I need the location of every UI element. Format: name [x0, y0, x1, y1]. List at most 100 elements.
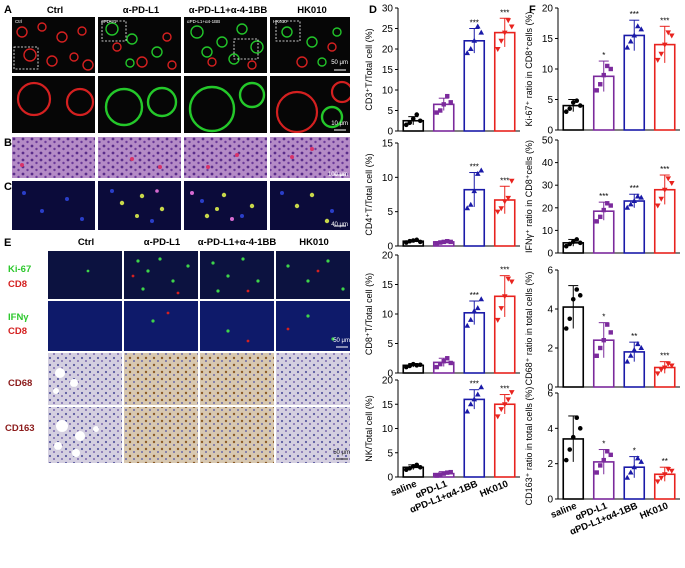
y-tick-label-5-3: 30 — [542, 181, 554, 192]
y-tick-label-4-4: 20 — [542, 4, 554, 15]
point-5-3-1 — [658, 196, 665, 202]
point-7-0-3 — [574, 415, 580, 421]
point-7-1-1 — [598, 463, 603, 468]
point-5-1-2 — [601, 207, 606, 213]
point-0-0-3 — [414, 112, 420, 117]
point-0-3-1 — [498, 38, 505, 44]
row-label-cd163: CD163 — [5, 423, 35, 434]
panel-letter-d: D — [369, 4, 377, 16]
point-6-0-0 — [563, 326, 569, 331]
point-6-3-1 — [658, 367, 665, 373]
y-tick-label-1-1: 5 — [387, 207, 393, 218]
y-tick-label-0-1: 5 — [387, 106, 393, 117]
point-0-2-0 — [464, 50, 471, 56]
inset-label-ctrl: Ctrl — [15, 19, 22, 24]
point-3-1-1 — [438, 472, 443, 477]
point-2-3-0 — [494, 317, 501, 323]
header-e-combo: α-PD-L1+α-4-1BB — [197, 237, 277, 248]
point-6-3-3 — [665, 361, 672, 367]
point-3-0-2 — [410, 464, 416, 469]
y-tick-label-6-1: 2 — [547, 344, 553, 355]
point-5-1-4 — [608, 203, 613, 208]
point-6-0-2 — [570, 296, 576, 302]
point-0-0-0 — [403, 122, 409, 128]
y-axis-label-7: CD163⁺ ratio in total cells (%) — [524, 387, 534, 506]
point-6-0-1 — [567, 316, 573, 322]
point-0-1-1 — [438, 108, 443, 113]
panel-letter-c: C — [4, 181, 12, 193]
y-tick-label-5-1: 10 — [542, 226, 554, 237]
point-5-3-0 — [654, 203, 661, 209]
row-label-cd68: CD68 — [8, 378, 33, 389]
sig-label-5-1: *** — [599, 192, 608, 201]
point-3-3-4 — [508, 390, 515, 396]
point-2-3-2 — [501, 294, 508, 300]
sig-label-0-3: *** — [500, 8, 509, 17]
y-tick-label-3-4: 20 — [382, 376, 394, 387]
point-0-1-2 — [441, 102, 446, 107]
sig-label-0-2: *** — [470, 19, 479, 28]
y-tick-label-3-0: 0 — [387, 473, 393, 484]
y-tick-label-0-6: 30 — [382, 4, 394, 15]
y-tick-label-6-3: 6 — [547, 266, 553, 277]
y-tick-label-1-2: 10 — [382, 173, 394, 184]
y-tick-label-7-0: 0 — [547, 495, 553, 506]
point-0-2-4 — [478, 29, 485, 35]
point-3-3-2 — [501, 402, 508, 408]
scale-bar-e-ifn: 50 μm — [333, 338, 350, 344]
point-6-2-4 — [638, 345, 645, 350]
point-1-0-4 — [417, 239, 423, 245]
header-combo: α-PD-L1+α-4-1BB — [188, 5, 268, 16]
sig-label-2-2: *** — [470, 291, 479, 300]
point-2-0-3 — [414, 363, 420, 368]
point-4-0-4 — [577, 103, 583, 108]
y-tick-label-2-2: 10 — [382, 310, 394, 321]
x-tick-label-7-3: HK010 — [638, 501, 670, 522]
sig-label-1-2: *** — [470, 163, 479, 172]
point-2-0-4 — [417, 362, 423, 368]
point-4-0-2 — [570, 100, 576, 105]
point-4-2-3 — [634, 23, 641, 29]
point-3-3-0 — [494, 414, 501, 420]
point-4-1-2 — [601, 72, 606, 78]
point-2-1-1 — [438, 361, 443, 367]
y-axis-label-5: IFNγ⁺ ratio in CD8⁺cells (%) — [524, 140, 534, 253]
panel-c-fluor-row — [12, 181, 350, 230]
point-7-3-4 — [668, 468, 675, 474]
point-7-3-3 — [665, 466, 672, 472]
point-7-1-3 — [605, 449, 610, 454]
y-tick-label-5-2: 20 — [542, 203, 554, 214]
point-4-0-1 — [567, 106, 573, 111]
point-7-3-2 — [661, 472, 668, 478]
point-5-0-2 — [570, 239, 576, 244]
point-1-2-4 — [478, 167, 485, 173]
point-2-1-3 — [445, 356, 450, 361]
point-4-2-2 — [631, 32, 638, 38]
point-6-1-2 — [601, 338, 606, 343]
point-3-0-4 — [417, 465, 423, 470]
point-3-2-2 — [471, 396, 478, 402]
point-5-3-2 — [661, 187, 668, 193]
point-5-2-3 — [634, 193, 641, 199]
y-tick-label-4-1: 5 — [547, 95, 553, 106]
header-hk010: HK010 — [297, 5, 327, 16]
y-tick-label-7-3: 6 — [547, 389, 553, 400]
header-e-ctrl: Ctrl — [77, 237, 95, 248]
y-tick-label-2-0: 0 — [387, 369, 393, 380]
scale-bar-a-bottom: 10 μm — [331, 121, 348, 127]
scale-bar-c: 40 μm — [331, 222, 348, 228]
sig-label-4-2: *** — [630, 10, 639, 19]
y-tick-label-0-2: 10 — [382, 86, 394, 97]
y-tick-label-1-3: 15 — [382, 139, 394, 150]
sig-label-5-3: *** — [660, 165, 669, 174]
point-7-2-1 — [627, 469, 634, 475]
y-axis-label-2: CD8⁺T/Total cell (%) — [364, 273, 374, 355]
y-tick-label-2-3: 15 — [382, 280, 394, 291]
point-2-0-2 — [410, 361, 416, 367]
point-0-3-4 — [508, 24, 515, 30]
point-1-1-2 — [441, 239, 446, 245]
point-7-2-2 — [631, 464, 638, 470]
panel-a-bottom-row — [12, 76, 350, 133]
point-6-0-3 — [574, 287, 580, 292]
point-0-1-3 — [445, 93, 450, 99]
